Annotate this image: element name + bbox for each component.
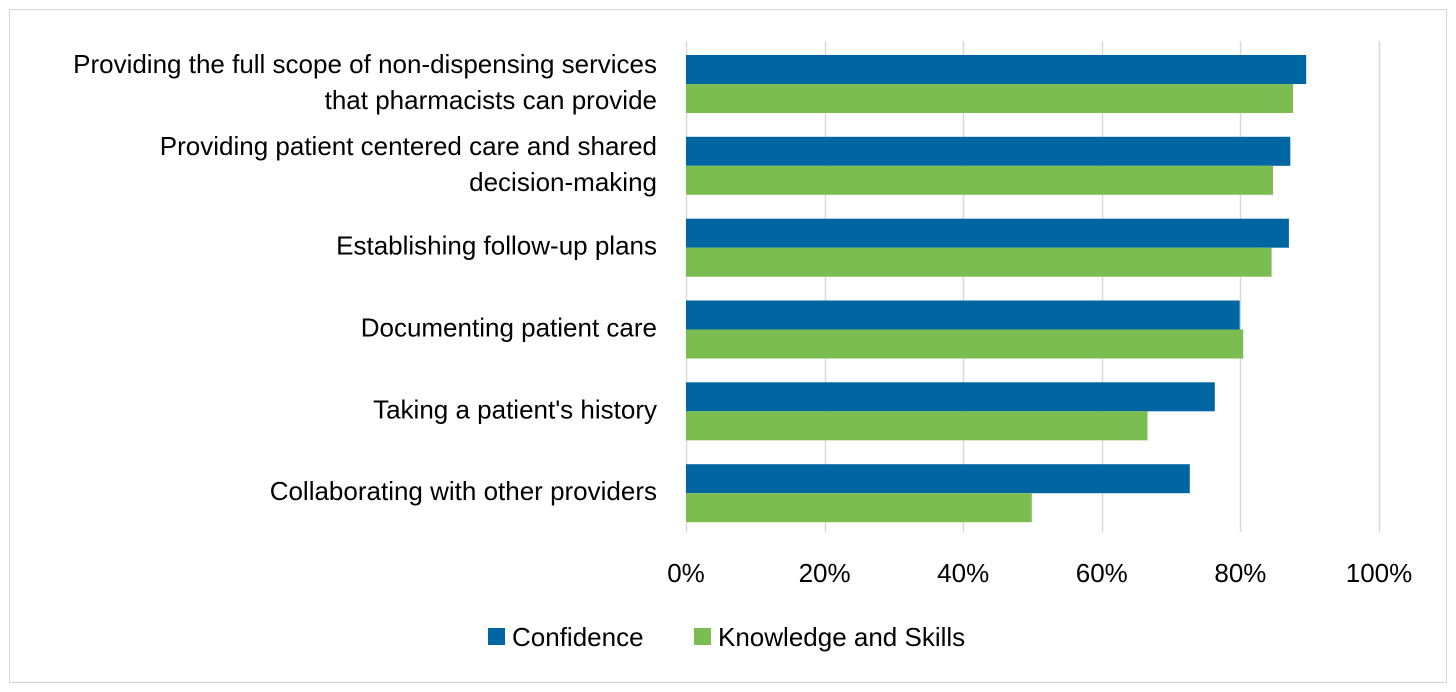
gridlines	[685, 41, 1381, 532]
legend-swatch	[694, 628, 711, 645]
legend-item-confidence: Confidence	[488, 622, 644, 652]
legend-item-knowledge-skills: Knowledge and Skills	[694, 622, 965, 652]
bar-confidence	[686, 136, 1291, 166]
category-label: that pharmacists can provide	[325, 85, 657, 115]
x-tick-labels: 0% 20% 40% 60% 80% 100%	[667, 558, 1412, 588]
category-label: Providing the full scope of non-dispensi…	[73, 49, 657, 79]
x-tick-label: 100%	[1346, 558, 1413, 588]
category-label: Providing patient centered care and shar…	[160, 131, 657, 161]
legend-label: Knowledge and Skills	[718, 622, 965, 652]
category-label: decision-making	[469, 167, 657, 197]
bar-confidence	[686, 218, 1289, 248]
bar-knowledge-skills	[686, 493, 1032, 523]
category-label: Documenting patient care	[361, 312, 657, 342]
x-tick-label: 60%	[1076, 558, 1128, 588]
bar-confidence	[686, 382, 1215, 412]
bar-confidence	[686, 464, 1190, 494]
legend-label: Confidence	[512, 622, 644, 652]
legend: Confidence Knowledge and Skills	[488, 622, 965, 652]
category-label: Taking a patient's history	[373, 394, 657, 424]
category-labels: Providing the full scope of non-dispensi…	[73, 49, 657, 506]
bar-knowledge-skills	[686, 165, 1273, 195]
x-tick-label: 20%	[799, 558, 851, 588]
bar-confidence	[686, 300, 1240, 330]
bar-confidence	[686, 55, 1307, 84]
chart-frame	[9, 9, 1447, 683]
bar-knowledge-skills	[686, 84, 1294, 113]
legend-swatch	[488, 628, 505, 645]
bar-knowledge-skills	[686, 411, 1148, 441]
category-label: Collaborating with other providers	[270, 476, 657, 506]
bar-knowledge-skills	[686, 247, 1272, 277]
x-tick-label: 40%	[937, 558, 989, 588]
x-tick-label: 0%	[667, 558, 705, 588]
bars	[686, 55, 1307, 523]
bar-knowledge-skills	[686, 329, 1244, 359]
category-label: Establishing follow-up plans	[336, 231, 657, 261]
x-tick-label: 80%	[1214, 558, 1266, 588]
